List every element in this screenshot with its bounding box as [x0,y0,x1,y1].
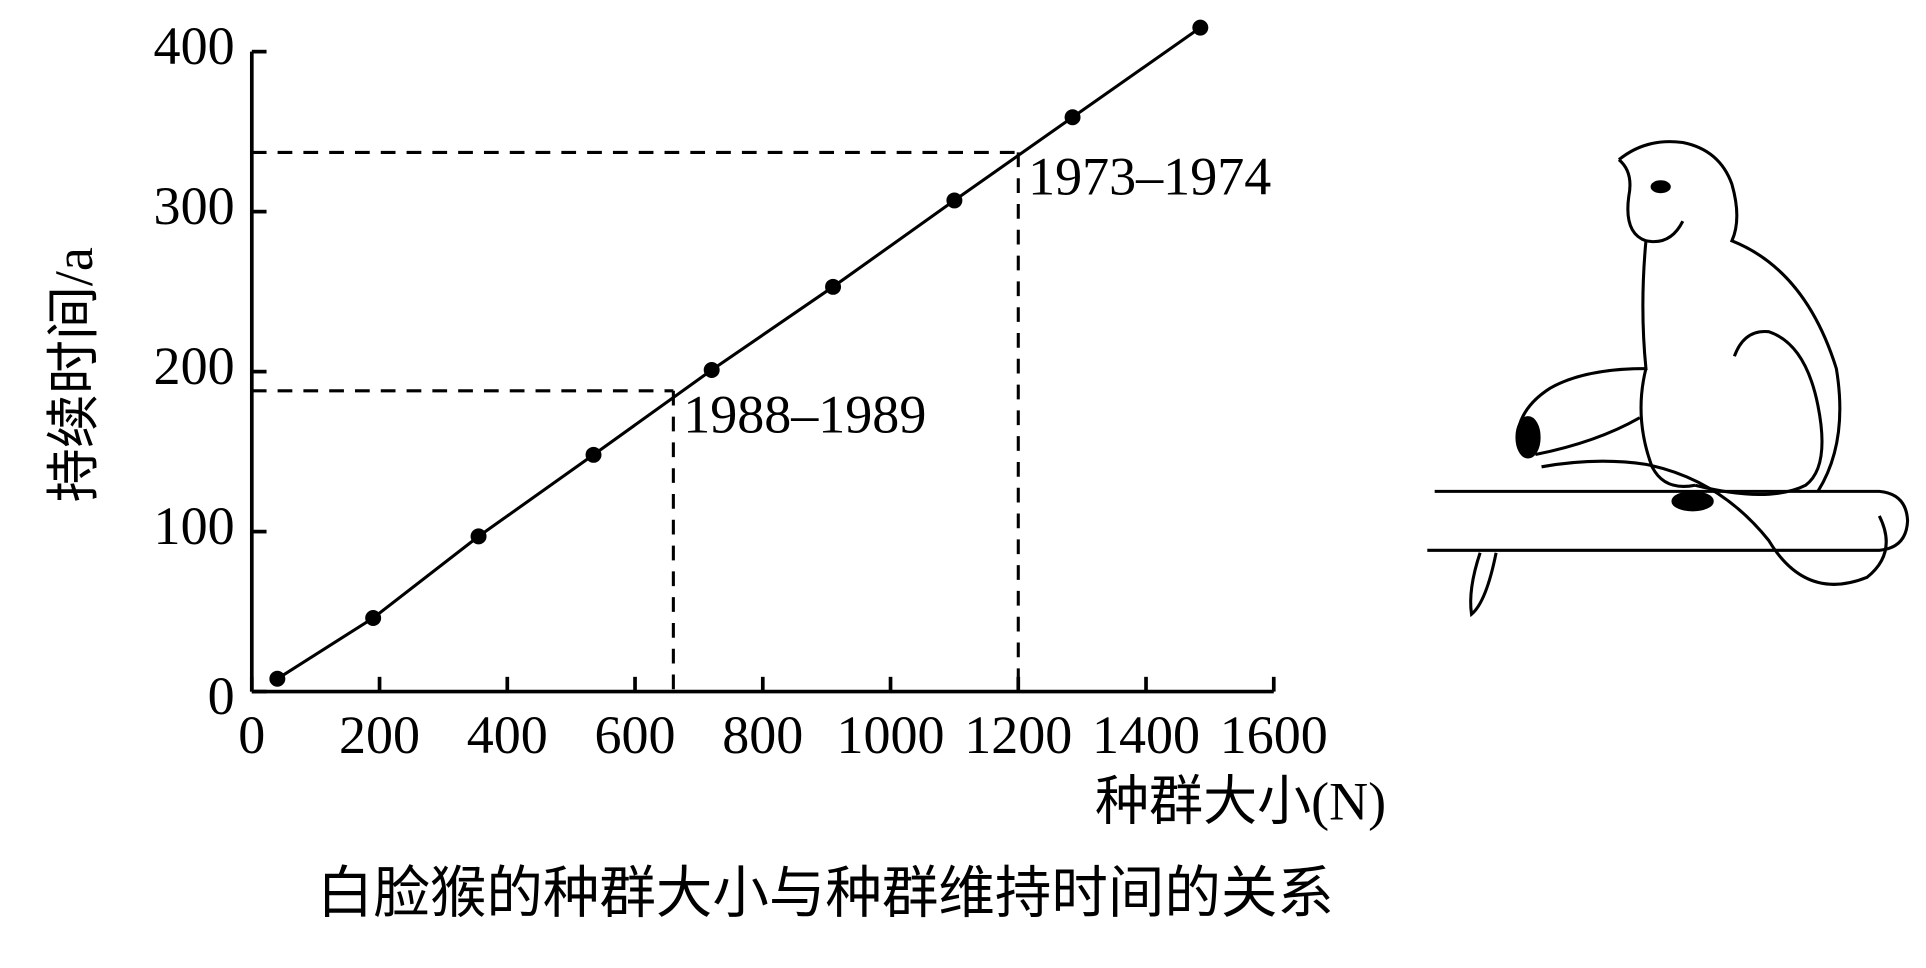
data-point [269,670,286,687]
data-point [365,610,382,626]
data-line [276,26,1202,681]
x-tick-label: 1400 [1092,705,1200,765]
y-tick-label: 200 [154,336,235,396]
data-point [1064,109,1081,126]
y-tick-label: 0 [208,666,235,726]
y-tick-label: 100 [154,496,235,556]
data-point [703,362,720,378]
data-point [946,192,963,209]
data-point [585,446,602,463]
x-tick-label: 1600 [1220,705,1328,765]
x-tick-label: 0 [238,705,265,765]
x-tick-label: 600 [595,705,676,765]
annotation-label: 1988–1989 [683,385,926,445]
caption: 白脸猴的种群大小与种群维持时间的关系 [317,863,1334,925]
x-tick-label: 1200 [964,705,1072,765]
monkey-illustration [1427,140,1910,618]
data-point [825,278,842,295]
x-tick-label: 200 [339,705,420,765]
x-tick-label: 400 [467,705,548,765]
y-axis-label: 持续时间/a [44,247,104,502]
x-tick-label: 800 [722,705,803,765]
data-point [470,528,487,545]
x-axis-label: 种群大小(N) [1095,771,1386,831]
annotation-label: 1973–1974 [1028,146,1271,206]
x-tick-label: 1000 [836,705,944,765]
y-tick-label: 400 [154,16,235,76]
y-tick-label: 300 [154,176,235,236]
data-point [1192,19,1209,36]
